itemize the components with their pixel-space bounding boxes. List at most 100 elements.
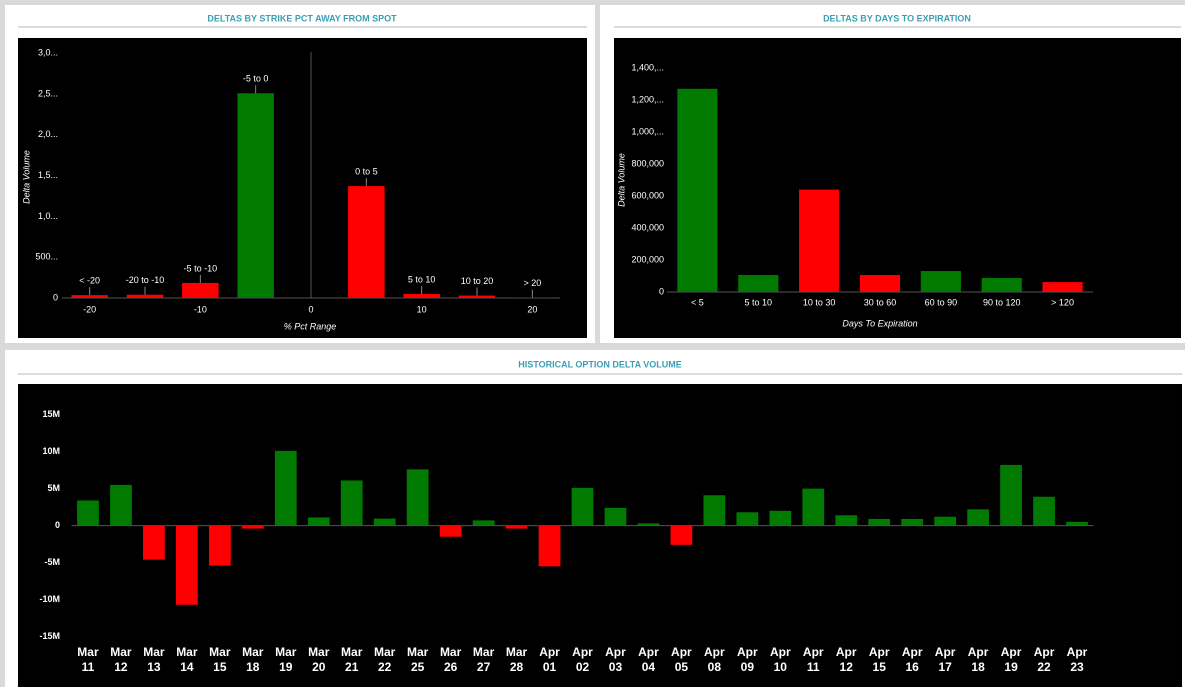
x-tick-label-box: Apr 18 [968, 645, 989, 674]
y-tick-label: 5M [47, 483, 60, 493]
bar [604, 507, 627, 526]
bar [143, 525, 165, 560]
bar [505, 525, 528, 529]
x-tick-label: Mar 28 [505, 645, 528, 674]
x-tick-label: Mar 26 [439, 645, 462, 674]
x-tick-label: Mar 12 [110, 645, 132, 674]
x-tick-label: -20 [83, 304, 96, 314]
x-tick-label: 60 to 90 [925, 297, 958, 307]
x-tick-label: Apr 02 [572, 645, 593, 674]
x-tick-label: < 5 [691, 297, 704, 307]
bar [126, 294, 164, 298]
bar [241, 525, 264, 529]
x-tick-label-box: Apr 04 [638, 645, 659, 674]
x-tick-label-box: Mar 21 [341, 645, 363, 674]
x-tick-label-box: Apr 23 [1066, 645, 1088, 674]
x-tick-label: Mar 15 [209, 645, 231, 674]
chart-title: DELTAS BY STRIKE PCT AWAY FROM SPOT [207, 13, 397, 23]
bar-label: -5 to -10 [184, 263, 218, 273]
x-tick-label: 0 [308, 304, 313, 314]
y-tick-label: 3,0... [38, 48, 58, 58]
bar [802, 488, 825, 526]
x-tick-label-box: Apr 22 [1033, 645, 1055, 674]
x-tick-label-box: Mar 19 [275, 645, 297, 674]
x-tick-label-box: Mar 25 [406, 645, 429, 674]
bar [738, 275, 779, 292]
x-tick-label-box: Apr 09 [736, 645, 758, 674]
x-tick-label-box: Apr 17 [934, 645, 956, 674]
bar [71, 295, 108, 298]
bar [307, 517, 330, 526]
x-tick-label-box: Mar 14 [176, 645, 198, 674]
x-tick-label: 5 to 10 [745, 297, 773, 307]
bar [736, 512, 759, 526]
x-tick-label: Mar 14 [176, 645, 198, 674]
x-tick-label: Apr 17 [934, 645, 956, 674]
x-tick-label: Apr 09 [736, 645, 758, 674]
x-tick-label: 30 to 60 [864, 297, 897, 307]
x-tick-label-box: Mar 28 [505, 645, 528, 674]
x-tick-label: Mar 25 [406, 645, 429, 674]
bar-label: -20 to -10 [126, 275, 165, 285]
y-tick-label: 500... [35, 252, 58, 262]
y-axis-label: Delta Volume [21, 150, 31, 204]
x-tick-label-box: Apr 01 [539, 645, 560, 674]
x-tick-label-box: Mar 26 [439, 645, 462, 674]
x-tick-label: Apr 22 [1033, 645, 1055, 674]
x-tick-label: 10 to 30 [803, 297, 836, 307]
x-tick-label: 90 to 120 [983, 297, 1021, 307]
chart-title: DELTAS BY DAYS TO EXPIRATION [823, 13, 971, 23]
x-tick-label-box: Apr 11 [803, 645, 824, 674]
x-tick-label-box: Apr 03 [605, 645, 626, 674]
bar [340, 480, 363, 526]
x-tick-label-box: Mar 27 [473, 645, 494, 674]
x-tick-label: Mar 13 [143, 645, 165, 674]
bar-label: < -20 [79, 276, 100, 286]
y-tick-label: 200,000 [631, 254, 664, 264]
y-tick-label: -5M [45, 557, 61, 567]
bar [1066, 521, 1088, 526]
x-tick-label-box: Apr 10 [770, 645, 791, 674]
bar-label: 10 to 20 [461, 276, 494, 286]
bar [208, 525, 231, 566]
y-tick-label: 1,400,... [631, 62, 664, 72]
x-tick-label: Apr 04 [638, 645, 659, 674]
bar [237, 93, 274, 298]
bar [769, 510, 792, 526]
bar [472, 520, 495, 526]
x-tick-label: Apr 23 [1066, 645, 1088, 674]
bar [670, 525, 693, 545]
bar [439, 525, 462, 537]
x-axis-label: % Pct Range [284, 321, 337, 331]
bar [403, 293, 440, 298]
bar [176, 525, 198, 605]
x-tick-label: Mar 20 [308, 645, 330, 674]
x-tick-label: Mar 21 [341, 645, 363, 674]
bar [1000, 464, 1022, 526]
x-tick-label: -10 [194, 304, 207, 314]
x-tick-label-box: Mar 22 [374, 645, 395, 674]
x-tick-label-box: Mar 13 [143, 645, 165, 674]
bar [458, 295, 496, 298]
y-tick-label: 10M [42, 446, 60, 456]
bar-label: > 20 [523, 278, 541, 288]
bar [967, 509, 989, 526]
bar [110, 484, 132, 526]
x-tick-label-box: Mar 20 [308, 645, 330, 674]
x-tick-label-box: Apr 16 [902, 645, 923, 674]
x-tick-label: Apr 12 [835, 645, 857, 674]
x-tick-label-box: Apr 12 [835, 645, 857, 674]
y-axis-label: Delta Volume [616, 153, 626, 207]
x-tick-label: Apr 19 [1000, 645, 1022, 674]
bar-label: 5 to 10 [408, 274, 436, 284]
y-tick-label: 2,5... [38, 88, 58, 98]
x-tick-label-box: Mar 12 [110, 645, 132, 674]
bar [799, 189, 840, 292]
bar [406, 469, 429, 526]
bar [901, 518, 924, 526]
x-tick-label: Apr 01 [539, 645, 560, 674]
bar [703, 495, 726, 526]
y-tick-label: 1,5... [38, 170, 58, 180]
x-tick-label: Mar 19 [275, 645, 297, 674]
